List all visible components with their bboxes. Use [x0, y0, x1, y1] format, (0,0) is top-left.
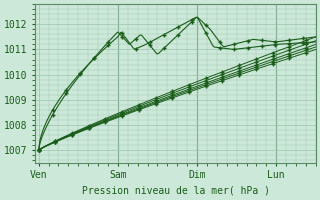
X-axis label: Pression niveau de la mer( hPa ): Pression niveau de la mer( hPa ): [82, 186, 269, 196]
